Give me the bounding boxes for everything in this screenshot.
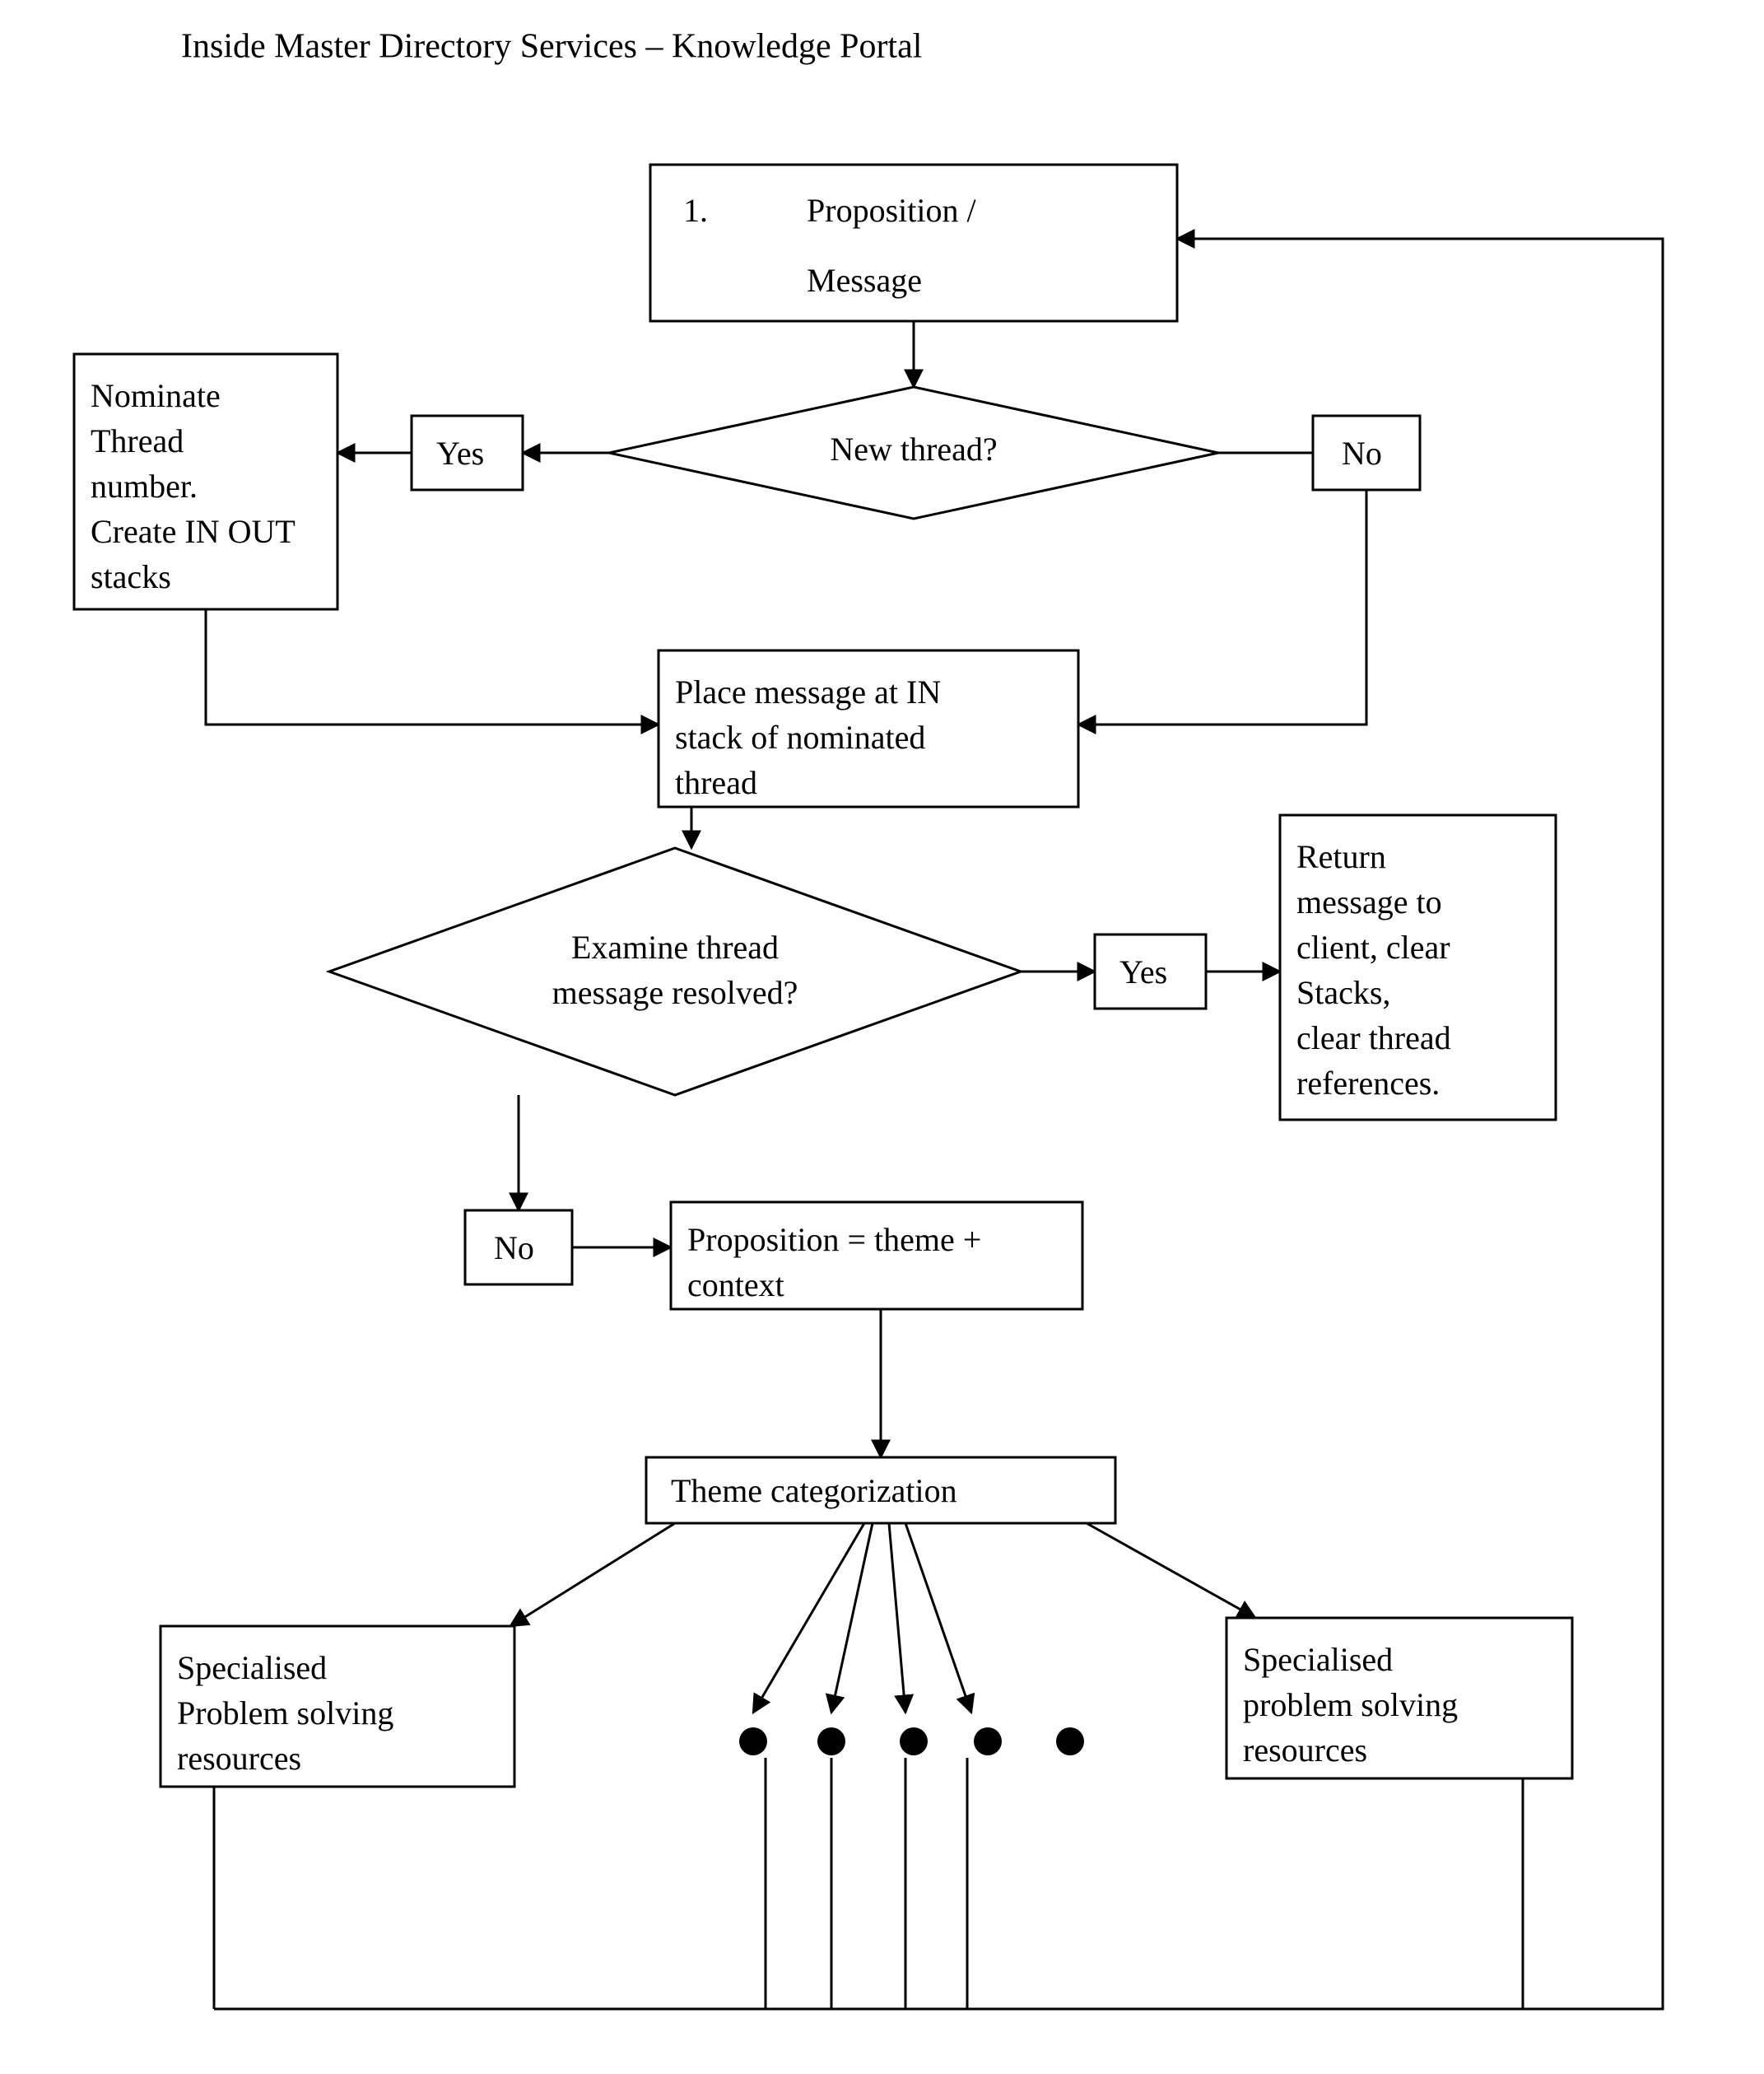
node-label-prop_theme: Proposition = theme + [687,1221,981,1258]
node-label-spec_left: resources [177,1740,301,1777]
resource-dot [739,1727,767,1755]
node-label-return_msg: client, clear [1296,929,1450,966]
edge [206,609,659,725]
node-proposition: 1. Proposition / Message [650,165,1177,321]
node-label-spec_left: Problem solving [177,1694,393,1731]
node-spec_left: Specialised Problem solving resources [161,1626,514,1787]
node-label-prop_theme: context [687,1266,784,1303]
flowchart: 1. Proposition / Message New thread? Yes No No… [0,0,1764,2074]
node-label-theme_cat: Theme categorization [671,1472,957,1509]
node-label-return_msg: Return [1296,838,1386,875]
node-examine: Examine thread message resolved? [329,848,1021,1095]
node-prop_theme: Proposition = theme + context [671,1202,1082,1309]
node-shape-examine [329,848,1021,1095]
node-place_msg: Place message at IN stack of nominated thr… [659,650,1078,807]
resource-dot [900,1727,928,1755]
edge [1087,1523,1255,1618]
node-label-examine: Examine thread [571,929,779,966]
node-label-no1: No [1342,435,1382,472]
node-label-proposition: 1. [683,192,708,229]
edge [753,1523,864,1713]
node-label-nominate: Nominate [91,377,221,414]
node-label-spec_left: Specialised [177,1649,327,1686]
resource-dot [974,1727,1002,1755]
node-label-no2: No [494,1229,534,1266]
node-theme_cat: Theme categorization [646,1457,1115,1523]
node-return_msg: Return message to client, clear Stacks, clea… [1280,815,1556,1120]
resource-dot [817,1727,845,1755]
node-label-examine: message resolved? [552,974,798,1011]
edge [510,1523,675,1626]
node-spec_right: Specialised problem solving resources [1226,1618,1572,1778]
node-label-proposition: Message [807,262,922,299]
nodes-layer: 1. Proposition / Message New thread? Yes No No… [74,165,1572,1787]
page-title: Inside Master Directory Services – Knowl… [181,28,922,66]
edge [905,1523,971,1713]
node-label-proposition: Proposition / [807,192,976,229]
node-label-spec_right: resources [1243,1731,1367,1769]
node-label-yes1: Yes [436,435,484,472]
node-label-place_msg: stack of nominated [675,719,925,756]
node-label-place_msg: thread [675,764,757,801]
node-label-nominate: Create IN OUT [91,513,296,550]
dots-layer [739,1727,1084,1755]
node-label-return_msg: message to [1296,883,1442,920]
node-new_thread: New thread? [609,387,1218,519]
node-label-spec_right: Specialised [1243,1641,1393,1678]
node-label-nominate: stacks [91,558,171,595]
node-label-place_msg: Place message at IN [675,673,941,711]
resource-dot [1056,1727,1084,1755]
node-label-nominate: number. [91,468,198,505]
node-label-yes2: Yes [1119,953,1167,990]
node-label-spec_right: problem solving [1243,1686,1458,1723]
edge [889,1523,905,1713]
node-no1: No [1313,416,1420,490]
node-label-return_msg: references. [1296,1065,1440,1102]
node-yes2: Yes [1095,934,1206,1009]
edge [831,1523,873,1713]
node-label-return_msg: clear thread [1296,1019,1451,1056]
node-yes1: Yes [412,416,523,490]
node-label-nominate: Thread [91,422,184,459]
node-label-new_thread: New thread? [830,431,997,468]
node-no2: No [465,1210,572,1284]
node-nominate: Nominate Thread number. Create IN OUT stacks [74,354,337,609]
node-label-return_msg: Stacks, [1296,974,1390,1011]
edge [1078,490,1366,725]
